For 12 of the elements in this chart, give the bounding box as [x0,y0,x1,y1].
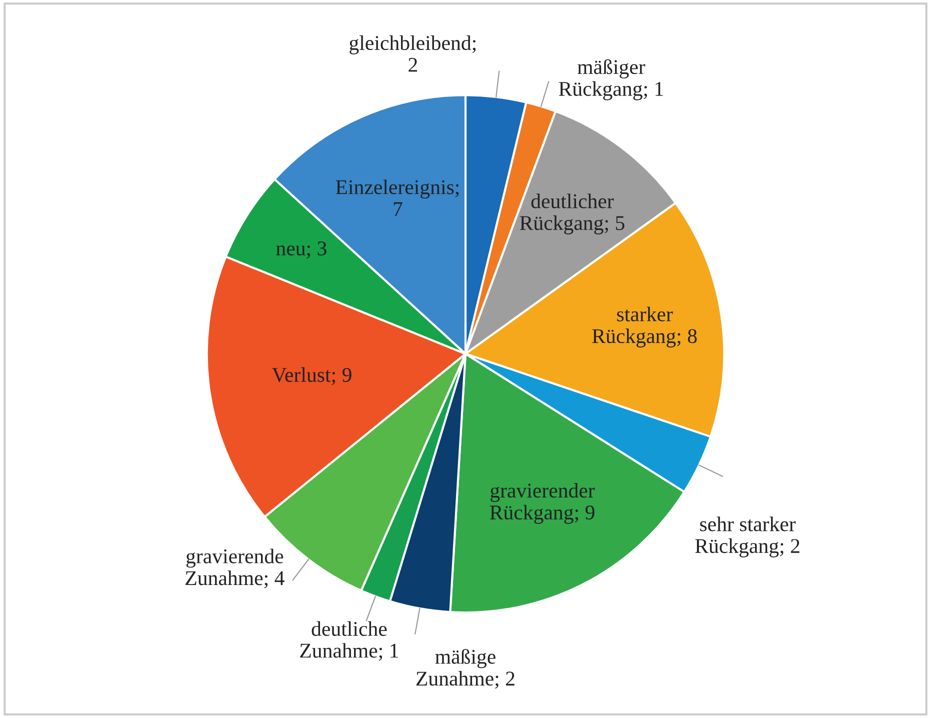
slice-label: gravierender Rückgang; 9 [490,483,595,524]
slice-label: deutlicher Rückgang; 5 [520,194,624,234]
slice-label: neu; 3 [276,241,326,258]
slice-label: deutliche Zunahme; 1 [300,621,398,661]
slice-label: mäßiger Rückgang; 1 [558,59,663,100]
slice-label: gravierende Zunahme; 4 [186,548,284,588]
slice-label: Einzelereignis; 7 [336,180,459,216]
slice-label: gleichbleibend; 2 [350,35,476,72]
slice-label: starker Rückgang; 8 [592,306,697,348]
slice-label: mäßige Zunahme; 2 [416,648,514,689]
slice-label: sehr starker Rückgang; 2 [695,516,800,558]
slice-label: Verlust; 9 [272,367,352,385]
